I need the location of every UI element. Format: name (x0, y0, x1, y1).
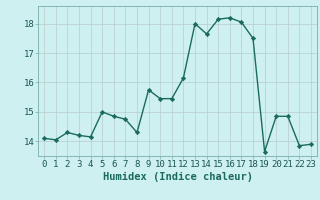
X-axis label: Humidex (Indice chaleur): Humidex (Indice chaleur) (103, 172, 252, 182)
